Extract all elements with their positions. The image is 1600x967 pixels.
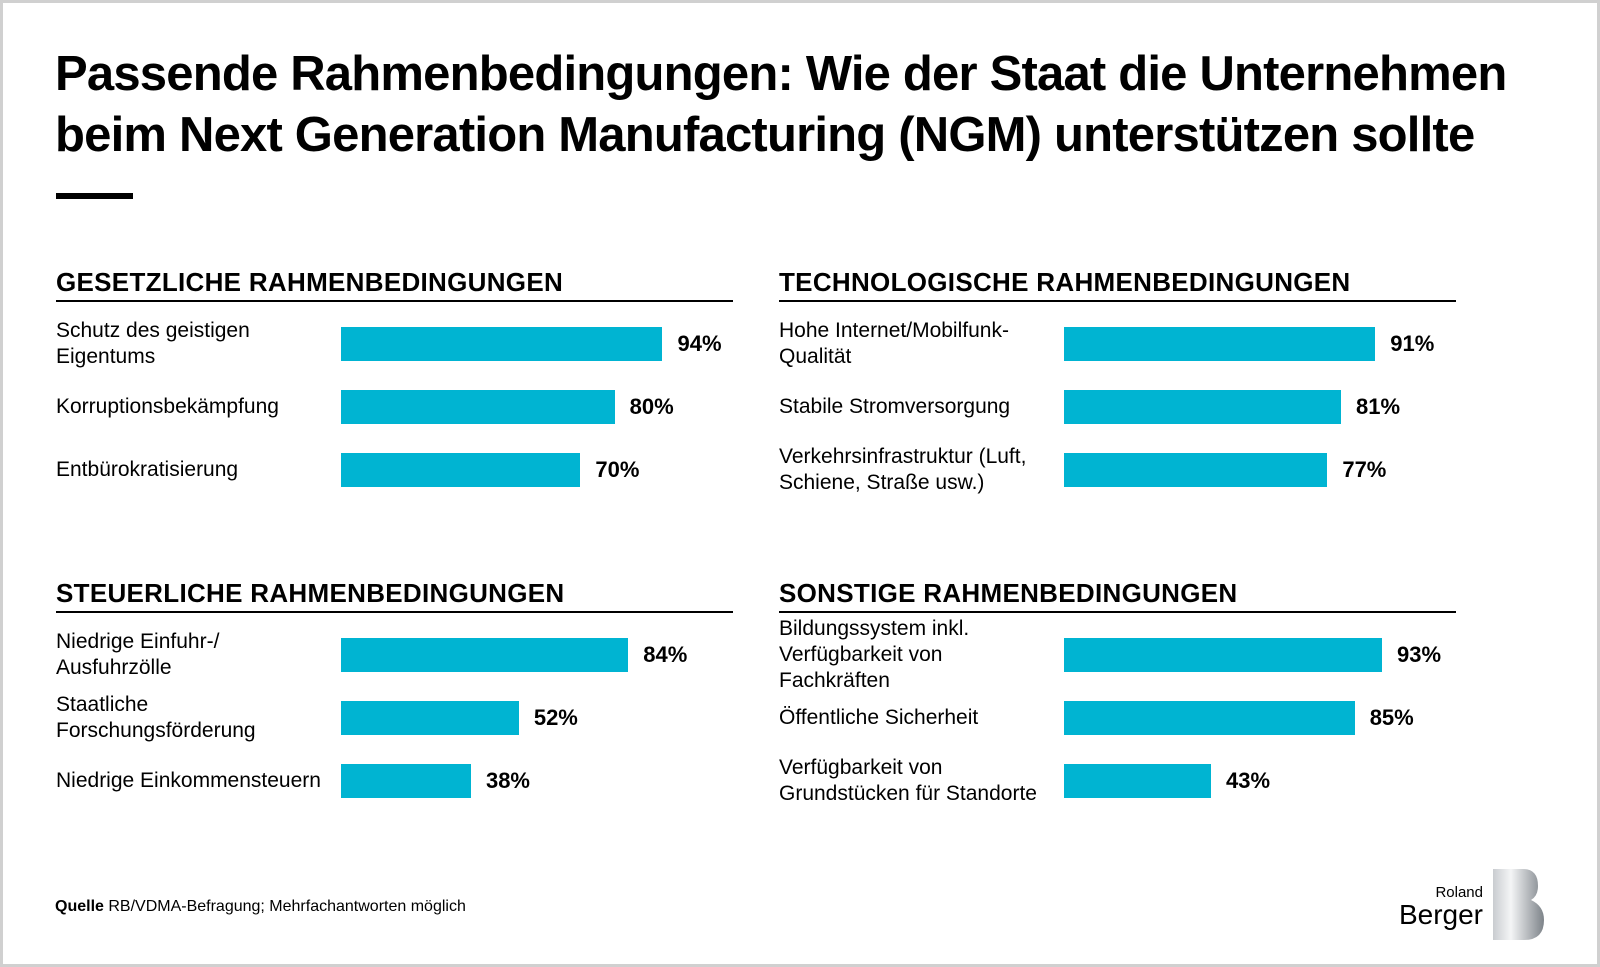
- section-heading: SONSTIGE RAHMENBEDINGUNGEN: [779, 579, 1456, 613]
- value-label: 84%: [643, 642, 688, 667]
- category-label: Staatliche Forschungsförderung: [56, 692, 256, 742]
- bar: [341, 638, 629, 672]
- chart-title: Passende Rahmenbedingungen: Wie der Staa…: [55, 44, 1575, 166]
- title-line-1: Passende Rahmenbedingungen: Wie der Staa…: [55, 47, 1507, 101]
- bar: [341, 390, 615, 424]
- bar-row: Staatliche Forschungsförderung 52%: [56, 686, 733, 749]
- bar-row: Öffentliche Sicherheit 85%: [779, 686, 1456, 749]
- bar: [1064, 764, 1212, 798]
- source-text: RB/VDMA-Befragung; Mehrfachantworten mög…: [103, 898, 466, 915]
- value-label: 94%: [677, 331, 722, 356]
- bar: [341, 764, 471, 798]
- bar-row: Hohe Internet/Mobilfunk-Qualität 91%: [779, 312, 1456, 375]
- panel-steuerliche: STEUERLICHE RAHMENBEDINGUNGEN Niedrige Ei…: [56, 579, 733, 812]
- source-label: Quelle: [55, 898, 104, 915]
- panel-sonstige: SONSTIGE RAHMENBEDINGUNGEN Bildungssystem…: [779, 579, 1456, 812]
- section-heading: GESETZLICHE RAHMENBEDINGUNGEN: [56, 268, 733, 302]
- bar: [1064, 327, 1376, 361]
- bar-row: Niedrige Einfuhr-/ Ausfuhrzölle 84%: [56, 623, 733, 686]
- bar-row: Schutz des geistigen Eigentums 94%: [56, 312, 733, 375]
- bar: [1064, 701, 1355, 735]
- bar-row: Bildungssystem inkl. Verfügbarkeit von F…: [779, 617, 1456, 692]
- bar-row: Entbürokratisierung 70%: [56, 438, 733, 501]
- bar: [341, 327, 663, 361]
- category-label: Entbürokratisierung: [56, 457, 239, 481]
- category-label: Stabile Stromversorgung: [779, 394, 1011, 418]
- category-label: Niedrige Einkommensteuern: [56, 768, 321, 792]
- bar: [1064, 390, 1342, 424]
- bar: [341, 453, 581, 487]
- category-label: Niedrige Einfuhr-/ Ausfuhrzölle: [56, 629, 220, 679]
- bar-row: Korruptionsbekämpfung 80%: [56, 375, 733, 438]
- value-label: 93%: [1397, 642, 1442, 667]
- value-label: 85%: [1369, 705, 1414, 730]
- svg-text:Roland: Roland: [1435, 884, 1483, 901]
- panel-gesetzliche: GESETZLICHE RAHMENBEDINGUNGEN Schutz des …: [56, 268, 733, 501]
- title-rule: [56, 193, 133, 199]
- value-label: 70%: [595, 457, 640, 482]
- category-label: Korruptionsbekämpfung: [56, 394, 279, 418]
- value-label: 52%: [533, 705, 578, 730]
- roland-berger-logo: Roland Berger: [1398, 868, 1548, 940]
- bar-row: Niedrige Einkommensteuern 38%: [56, 749, 733, 812]
- category-label: Bildungssystem inkl. Verfügbarkeit von F…: [779, 616, 970, 692]
- category-label: Verkehrsinfrastruktur (Luft, Schiene, St…: [779, 444, 1027, 494]
- section-heading: TECHNOLOGISCHE RAHMENBEDINGUNGEN: [779, 268, 1456, 302]
- bar-row: Verkehrsinfrastruktur (Luft, Schiene, St…: [779, 438, 1456, 501]
- source-note: Quelle RB/VDMA-Befragung; Mehrfachantwor…: [55, 898, 466, 916]
- value-label: 81%: [1356, 394, 1401, 419]
- value-label: 77%: [1342, 457, 1387, 482]
- category-label: Hohe Internet/Mobilfunk-Qualität: [779, 318, 1009, 368]
- bar: [341, 701, 519, 735]
- category-label: Verfügbarkeit von Grundstücken für Stand…: [779, 755, 1037, 805]
- bar: [1064, 453, 1328, 487]
- svg-text:Berger: Berger: [1399, 899, 1483, 930]
- panel-technologische: TECHNOLOGISCHE RAHMENBEDINGUNGEN Hohe Int…: [779, 268, 1456, 501]
- bar-row: Stabile Stromversorgung 81%: [779, 375, 1456, 438]
- value-label: 38%: [485, 768, 530, 793]
- value-label: 91%: [1390, 331, 1435, 356]
- section-heading: STEUERLICHE RAHMENBEDINGUNGEN: [56, 579, 733, 613]
- value-label: 43%: [1226, 768, 1271, 793]
- title-line-2: beim Next Generation Manufacturing (NGM)…: [55, 108, 1475, 162]
- bar: [1064, 638, 1383, 672]
- category-label: Schutz des geistigen Eigentums: [56, 318, 250, 368]
- bar-row: Verfügbarkeit von Grundstücken für Stand…: [779, 749, 1456, 812]
- value-label: 80%: [629, 394, 674, 419]
- category-label: Öffentliche Sicherheit: [779, 705, 979, 729]
